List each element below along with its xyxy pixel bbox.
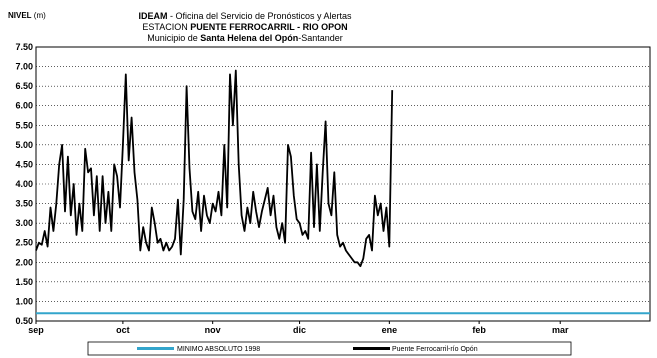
y-tick-label: 7.00 [15,62,33,72]
y-tick-label: 3.00 [15,218,33,228]
title-line-3-pre: Municipio de [147,33,200,43]
title-line-3: Municipio de Santa Helena del Opón-Santa… [147,33,343,43]
title-line-3-post: -Santander [298,33,343,43]
y-tick-label: 7.50 [15,42,33,52]
x-tick-label: oct [116,325,130,335]
y-tick-label: 1.50 [15,277,33,287]
y-tick-label: 3.50 [15,199,33,209]
y-axis-label-unit: (m) [32,11,47,20]
y-axis: 0.50 1.00 1.50 2.00 2.50 3.00 3.50 4.00 4.50 5.00… [15,42,33,326]
title-line-2-pre: ESTACION [142,22,190,32]
y-tick-label: 1.00 [15,296,33,306]
title-line-1: IDEAM - Oficina del Servicio de Pronósti… [138,11,352,21]
legend-label-rio-opon: Puente Ferrocarril-río Opón [392,346,478,353]
title-line-2: ESTACION PUENTE FERROCARRIL - RIO OPON [142,22,347,32]
legend-box [87,341,572,356]
x-tick-label: mar [552,325,569,335]
title-line-1-rest: - Oficina del Servicio de Pronósticos y … [167,11,352,21]
title-line-2-bold: PUENTE FERROCARRIL - RIO OPON [190,22,347,32]
x-tick-label: feb [472,325,486,335]
x-tick-label: nov [205,325,221,335]
y-tick-label: 2.00 [15,257,33,267]
y-tick-label: 4.50 [15,159,33,169]
plot-area [35,46,651,322]
y-tick-label: 6.50 [15,81,33,91]
x-tick-label: sep [28,325,44,335]
y-tick-label: 5.50 [15,120,33,130]
x-axis: sep oct nov dic ene feb mar [28,321,569,335]
y-tick-label: 0.50 [15,316,33,326]
y-tick-label: 2.50 [15,238,33,248]
y-axis-label-bold: NIVEL [8,11,32,20]
series-group [35,69,650,315]
legend-label-minimo: MINIMO ABSOLUTO 1998 [177,346,260,353]
y-axis-label: NIVEL (m) [8,11,46,20]
legend: MINIMO ABSOLUTO 1998 Puente Ferrocarril-… [87,341,572,356]
title-line-1-bold: IDEAM [138,11,167,21]
y-tick-label: 4.00 [15,179,33,189]
y-tick-label: 6.00 [15,101,33,111]
x-tick-label: ene [382,325,398,335]
y-tick-label: 5.00 [15,140,33,150]
title-line-3-bold: Santa Helena del Opón [200,33,298,43]
series-line-rio-opon [35,69,394,268]
x-tick-label: dic [293,325,306,335]
chart-header: NIVEL (m) IDEAM - Oficina del Servicio d… [8,11,352,43]
